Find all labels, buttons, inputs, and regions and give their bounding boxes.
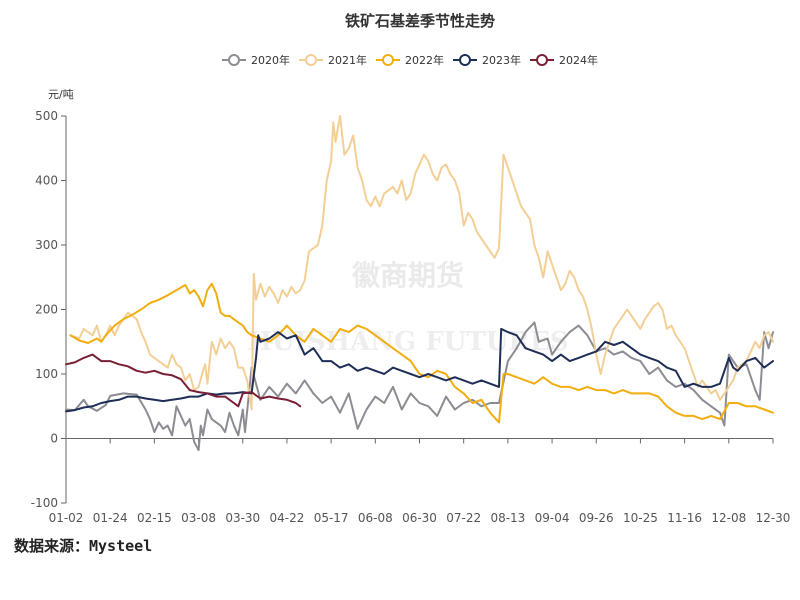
y-tick-label: -100 [31, 496, 58, 510]
x-axis: 01-02 01-24 02-15 03-08 03-30 04-22 05-17 06-08… [49, 438, 791, 525]
data-source-note: 数据来源：Mysteel [14, 537, 153, 555]
y-tick-label: 200 [35, 303, 58, 317]
series-line-5 [65, 353, 302, 408]
legend-item-5[interactable]: 2024年 [530, 53, 598, 67]
y-axis: -100 0 100 200 300 400 500 [31, 109, 67, 510]
y-tick-label: 100 [35, 367, 58, 381]
chart-legend[interactable]: 2020年 2021年 2022年 2023年 2024年 [222, 53, 598, 67]
series-line-1 [65, 321, 774, 452]
x-tick-label: 01-02 [49, 511, 84, 525]
x-tick-label: 09-26 [579, 511, 614, 525]
x-tick-label: 06-08 [358, 511, 393, 525]
legend-item-4[interactable]: 2023年 [453, 53, 521, 67]
watermark-cn: 徽商期货 [351, 259, 464, 292]
x-tick-label: 02-15 [137, 511, 172, 525]
series-line-4 [65, 327, 774, 413]
y-tick-label: 300 [35, 238, 58, 252]
x-tick-label: 01-24 [93, 511, 128, 525]
series-line-3 [69, 282, 774, 424]
x-tick-label: 12-30 [756, 511, 791, 525]
legend-label: 2024年 [559, 53, 598, 67]
y-tick-label: 500 [35, 109, 58, 123]
y-tick-label: 0 [50, 432, 58, 446]
legend-label: 2021年 [328, 53, 367, 67]
y-axis-unit: 元/吨 [48, 88, 74, 101]
x-tick-label: 12-08 [711, 511, 746, 525]
x-tick-label: 08-13 [490, 511, 525, 525]
legend-label: 2023年 [482, 53, 521, 67]
y-tick-label: 400 [35, 174, 58, 188]
x-tick-label: 11-16 [667, 511, 702, 525]
legend-item-3[interactable]: 2022年 [376, 53, 444, 67]
legend-marker-icon [536, 54, 548, 66]
x-tick-label: 04-22 [270, 511, 305, 525]
series-group [65, 115, 774, 452]
legend-marker-icon [228, 54, 240, 66]
legend-item-1[interactable]: 2020年 [222, 53, 290, 67]
series-line-2 [69, 115, 774, 411]
x-tick-label: 07-22 [446, 511, 481, 525]
legend-label: 2022年 [405, 53, 444, 67]
legend-marker-icon [305, 54, 317, 66]
x-tick-label: 03-08 [181, 511, 216, 525]
x-tick-label: 09-04 [535, 511, 570, 525]
x-tick-label: 10-25 [623, 511, 658, 525]
legend-marker-icon [382, 54, 394, 66]
x-tick-label: 05-17 [314, 511, 349, 525]
legend-label: 2020年 [251, 53, 290, 67]
legend-item-2[interactable]: 2021年 [299, 53, 367, 67]
x-tick-label: 03-30 [225, 511, 260, 525]
chart-title: 铁矿石基差季节性走势 [345, 12, 495, 30]
legend-marker-icon [459, 54, 471, 66]
x-tick-label: 06-30 [402, 511, 437, 525]
